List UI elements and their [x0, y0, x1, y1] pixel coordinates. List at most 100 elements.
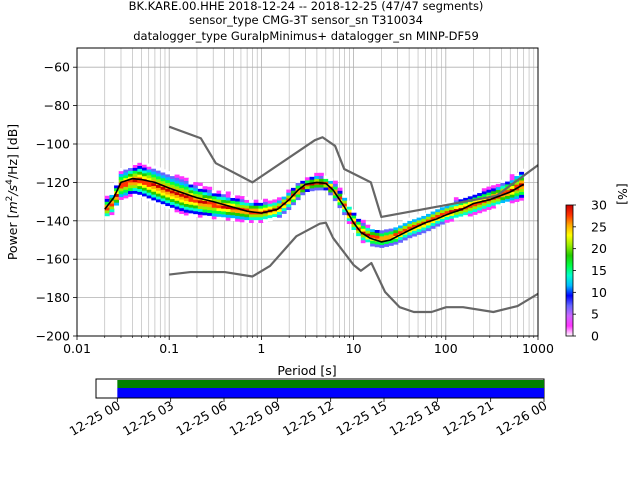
- y-tick-label: −160: [36, 252, 70, 267]
- ppsd-cell: [221, 193, 227, 198]
- ppsd-cell: [290, 190, 296, 194]
- ppsd-cell: [430, 208, 436, 212]
- ppsd-cell: [286, 203, 292, 208]
- ppsd-cell: [221, 199, 227, 203]
- ppsd-cell: [141, 170, 147, 174]
- ppsd-cell: [169, 190, 175, 194]
- ppsd-cell: [500, 191, 506, 195]
- ppsd-cell: [216, 193, 222, 197]
- ppsd-cell: [398, 222, 403, 226]
- ppsd-cell: [421, 230, 427, 234]
- ppsd-cell: [179, 202, 185, 206]
- ppsd-cell: [118, 176, 124, 180]
- ppsd-cell: [165, 197, 171, 201]
- ppsd-cell: [179, 199, 185, 203]
- ppsd-cell: [207, 201, 213, 205]
- x-tick-label: 1: [257, 341, 265, 356]
- ppsd-cell: [151, 188, 157, 192]
- ppsd-cell: [151, 174, 157, 178]
- ppsd-cell: [183, 197, 189, 202]
- ppsd-cell: [151, 191, 157, 195]
- ppsd-cell: [146, 189, 152, 193]
- ppsd-cell: [249, 219, 255, 224]
- ppsd-cell: [174, 197, 180, 201]
- ppsd-cell: [337, 190, 343, 194]
- ppsd-cell: [286, 192, 292, 196]
- ppsd-cell: [519, 185, 525, 190]
- ppsd-cell: [411, 227, 417, 231]
- ppsd-cell: [300, 180, 306, 184]
- ppsd-cell: [114, 205, 120, 209]
- ppsd-cell: [141, 187, 147, 191]
- ppsd-cell: [253, 202, 259, 206]
- ppsd-cell: [351, 229, 357, 233]
- ppsd-cell: [495, 189, 501, 193]
- ppsd-cell: [249, 208, 255, 212]
- ppsd-cell: [356, 218, 362, 222]
- ppsd-cell: [290, 187, 296, 191]
- ppsd-cell: [118, 188, 124, 192]
- ppsd-cell: [379, 244, 385, 248]
- ppsd-cell: [402, 237, 408, 241]
- ppsd-cell: [290, 199, 296, 203]
- ppsd-cell: [453, 211, 459, 215]
- ppsd-cell: [249, 211, 255, 215]
- ppsd-cell: [104, 210, 110, 214]
- ppsd-cell: [258, 199, 264, 203]
- ppsd-cell: [207, 206, 213, 211]
- ppsd-cell: [132, 187, 138, 191]
- ppsd-cell: [453, 200, 459, 204]
- ppsd-cell: [179, 176, 185, 180]
- ppsd-cell: [137, 182, 143, 187]
- ppsd-cell: [416, 225, 422, 230]
- ppsd-cell: [416, 231, 422, 235]
- ppsd-cell: [458, 204, 464, 208]
- ppsd-cell: [123, 189, 129, 193]
- ppsd-cell: [356, 230, 362, 234]
- ppsd-cell: [318, 175, 324, 179]
- ppsd-cell: [188, 184, 194, 188]
- ppsd-cell: [519, 191, 525, 195]
- ppsd-cell: [463, 203, 469, 207]
- ppsd-cell: [328, 192, 334, 196]
- ppsd-cell: [188, 181, 194, 185]
- ppsd-cell: [160, 175, 166, 179]
- ppsd-cell: [500, 182, 506, 186]
- ppsd-cell: [477, 201, 483, 205]
- ppsd-cell: [141, 161, 147, 165]
- ppsd-cell: [118, 196, 124, 200]
- ppsd-cell: [202, 206, 208, 210]
- ppsd-cell: [295, 196, 301, 201]
- ppsd-cell: [295, 182, 301, 186]
- ppsd-cell: [216, 199, 222, 203]
- ppsd-cell: [486, 192, 492, 196]
- ppsd-cell: [435, 220, 441, 224]
- ppsd-cell: [183, 203, 189, 207]
- ppsd-cell: [505, 195, 511, 199]
- ppsd-cell: [221, 211, 227, 215]
- ppsd-cell: [141, 184, 147, 188]
- ppsd-cell: [276, 208, 282, 213]
- ppsd-cell: [221, 191, 227, 195]
- ppsd-cell: [290, 201, 296, 206]
- ppsd-cell: [258, 219, 264, 224]
- ppsd-cell: [486, 200, 492, 205]
- ppsd-cell: [114, 199, 120, 203]
- ppsd-cell: [346, 220, 352, 225]
- colorbar-label: [%]: [615, 183, 630, 205]
- ppsd-cell: [193, 185, 199, 189]
- ylabel-exp-2: 2: [5, 196, 15, 202]
- ppsd-cell: [239, 213, 245, 217]
- ppsd-cell: [472, 208, 478, 213]
- ppsd-cell: [379, 241, 385, 246]
- ppsd-cell: [132, 184, 138, 189]
- ppsd-cell: [435, 214, 441, 218]
- ppsd-cell: [370, 231, 376, 235]
- ppsd-cell: [188, 190, 194, 194]
- ppsd-cell: [169, 175, 175, 179]
- ppsd-cell: [211, 213, 217, 217]
- ppsd-cell: [505, 181, 511, 185]
- timeline-tick-label: 12-26 00: [493, 398, 549, 439]
- ppsd-cell: [179, 210, 185, 214]
